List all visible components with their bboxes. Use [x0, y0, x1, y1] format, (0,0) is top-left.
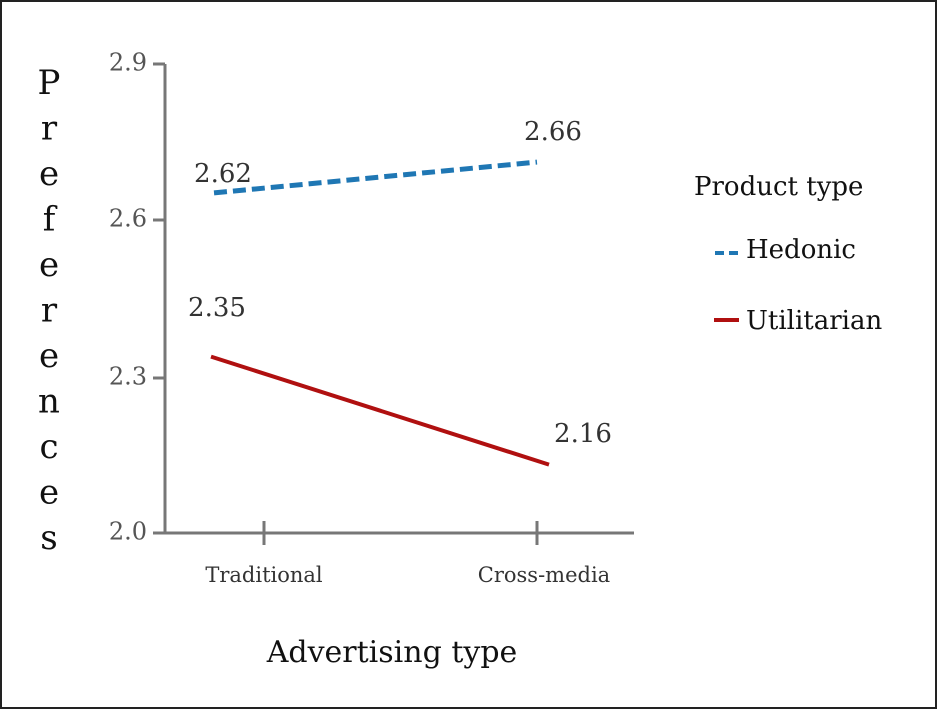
- y-tick-label: 2.9: [109, 49, 147, 77]
- x-tick-group: Traditional Cross-media: [205, 521, 610, 587]
- y-axis-title-char: s: [40, 518, 57, 558]
- data-label-hedonic-cross-media: 2.66: [524, 117, 582, 147]
- y-axis-title-char: r: [41, 291, 58, 331]
- series-line-hedonic: [213, 159, 538, 196]
- series-line-utilitarian: [210, 354, 550, 467]
- y-tick-group: 2.0 2.3 2.6 2.9: [109, 49, 165, 546]
- y-tick-label: 2.0: [109, 518, 147, 546]
- x-category-label-traditional: Traditional: [205, 563, 323, 587]
- legend-title: Product type: [694, 172, 863, 202]
- data-label-utilitarian-traditional: 2.35: [188, 293, 246, 323]
- y-axis-title-char: r: [41, 109, 58, 149]
- y-axis-title-char: n: [38, 382, 60, 422]
- x-category-label-cross-media: Cross-media: [478, 563, 610, 587]
- legend-label-hedonic: Hedonic: [746, 235, 856, 265]
- y-axis-title-char: e: [39, 154, 59, 194]
- x-axis-title: Advertising type: [266, 635, 518, 670]
- y-axis-title-char: e: [39, 245, 59, 285]
- y-tick-label: 2.3: [109, 363, 147, 391]
- y-axis-title-char: e: [39, 336, 59, 376]
- y-tick-label: 2.6: [109, 205, 147, 233]
- data-label-utilitarian-cross-media: 2.16: [554, 419, 612, 449]
- y-axis-title-char: e: [39, 473, 59, 513]
- y-axis-title-char: f: [43, 200, 58, 240]
- legend-label-utilitarian: Utilitarian: [746, 306, 883, 336]
- y-axis-title-char: c: [39, 427, 58, 467]
- legend: Product type Hedonic Utilitarian: [694, 172, 883, 336]
- y-axis-title-char: P: [38, 63, 61, 103]
- data-label-hedonic-traditional: 2.62: [194, 159, 252, 189]
